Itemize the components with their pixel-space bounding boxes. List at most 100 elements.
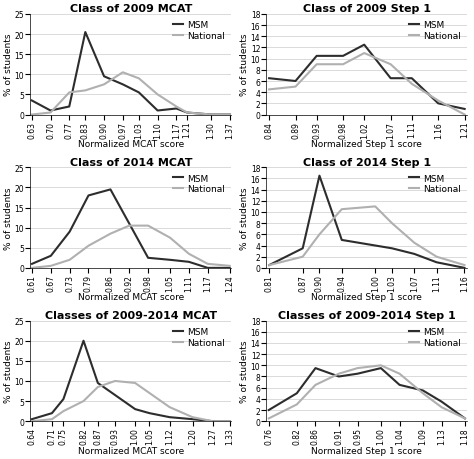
X-axis label: Normalized Step 1 score: Normalized Step 1 score bbox=[311, 293, 422, 302]
MSM bbox=[314, 54, 319, 60]
Line: National: National bbox=[32, 381, 230, 421]
National bbox=[378, 363, 384, 368]
MSM bbox=[227, 112, 233, 118]
X-axis label: Normalized Step 1 score: Normalized Step 1 score bbox=[311, 140, 422, 149]
MSM bbox=[434, 260, 439, 265]
MSM bbox=[82, 30, 88, 36]
MSM bbox=[420, 388, 426, 393]
MSM bbox=[49, 410, 55, 416]
MSM bbox=[462, 107, 467, 112]
National bbox=[184, 111, 190, 116]
National bbox=[409, 82, 415, 87]
MSM bbox=[336, 374, 342, 380]
Y-axis label: % of students: % of students bbox=[240, 187, 249, 249]
Line: National: National bbox=[32, 226, 230, 268]
MSM bbox=[145, 256, 151, 261]
National bbox=[48, 263, 54, 269]
National bbox=[462, 112, 467, 118]
National bbox=[173, 105, 179, 110]
X-axis label: Normalized MCAT score: Normalized MCAT score bbox=[78, 140, 184, 149]
National bbox=[420, 391, 426, 396]
Legend: MSM, National: MSM, National bbox=[171, 173, 227, 196]
National bbox=[227, 263, 233, 269]
Legend: MSM, National: MSM, National bbox=[171, 325, 227, 349]
Y-axis label: % of students: % of students bbox=[240, 340, 249, 402]
National bbox=[146, 391, 152, 396]
Legend: MSM, National: MSM, National bbox=[407, 19, 463, 43]
National bbox=[340, 62, 346, 68]
MSM bbox=[155, 108, 161, 114]
MSM bbox=[132, 407, 138, 412]
MSM bbox=[167, 414, 173, 420]
National bbox=[132, 381, 138, 386]
Line: MSM: MSM bbox=[269, 176, 465, 268]
National bbox=[167, 404, 173, 410]
MSM bbox=[292, 79, 298, 84]
MSM bbox=[294, 391, 300, 396]
National bbox=[227, 112, 233, 118]
Y-axis label: % of students: % of students bbox=[4, 187, 13, 249]
MSM bbox=[29, 262, 35, 267]
National bbox=[205, 262, 210, 267]
Line: MSM: MSM bbox=[32, 33, 230, 115]
National bbox=[439, 404, 445, 410]
MSM bbox=[317, 174, 322, 179]
National bbox=[145, 224, 151, 229]
MSM bbox=[190, 416, 195, 422]
MSM bbox=[61, 397, 66, 402]
MSM bbox=[266, 263, 272, 268]
National bbox=[314, 62, 319, 68]
National bbox=[361, 51, 367, 57]
Y-axis label: % of students: % of students bbox=[4, 34, 13, 96]
Line: MSM: MSM bbox=[269, 368, 465, 419]
MSM bbox=[112, 392, 118, 398]
MSM bbox=[86, 193, 91, 199]
MSM bbox=[209, 112, 214, 118]
MSM bbox=[66, 105, 72, 110]
MSM bbox=[340, 54, 346, 60]
MSM bbox=[29, 416, 35, 422]
MSM bbox=[462, 416, 468, 421]
Line: National: National bbox=[32, 73, 230, 115]
MSM bbox=[373, 243, 378, 249]
MSM bbox=[95, 381, 100, 386]
X-axis label: Normalized MCAT score: Normalized MCAT score bbox=[78, 293, 184, 302]
X-axis label: Normalized Step 1 score: Normalized Step 1 score bbox=[311, 446, 422, 455]
MSM bbox=[67, 230, 73, 235]
MSM bbox=[205, 265, 210, 271]
National bbox=[95, 384, 100, 390]
MSM bbox=[210, 419, 216, 424]
MSM bbox=[136, 90, 142, 96]
National bbox=[82, 89, 88, 94]
National bbox=[300, 254, 306, 260]
MSM bbox=[355, 371, 360, 377]
Legend: MSM, National: MSM, National bbox=[407, 173, 463, 196]
MSM bbox=[227, 265, 233, 271]
MSM bbox=[146, 410, 152, 416]
Legend: MSM, National: MSM, National bbox=[407, 325, 463, 349]
National bbox=[292, 84, 298, 90]
National bbox=[397, 371, 402, 377]
National bbox=[373, 204, 378, 210]
Title: Class of 2014 Step 1: Class of 2014 Step 1 bbox=[303, 157, 431, 167]
National bbox=[411, 241, 417, 246]
MSM bbox=[313, 365, 319, 371]
National bbox=[136, 76, 142, 82]
National bbox=[434, 254, 439, 260]
National bbox=[29, 419, 35, 424]
MSM bbox=[48, 253, 54, 259]
Line: MSM: MSM bbox=[32, 190, 230, 268]
MSM bbox=[462, 265, 467, 271]
National bbox=[186, 252, 192, 257]
National bbox=[120, 70, 126, 76]
National bbox=[388, 62, 393, 68]
National bbox=[29, 265, 35, 271]
National bbox=[48, 111, 54, 116]
MSM bbox=[81, 338, 86, 344]
MSM bbox=[184, 111, 190, 116]
MSM bbox=[339, 238, 345, 243]
MSM bbox=[409, 76, 415, 82]
National bbox=[266, 263, 272, 268]
MSM bbox=[127, 221, 132, 227]
National bbox=[210, 419, 216, 424]
